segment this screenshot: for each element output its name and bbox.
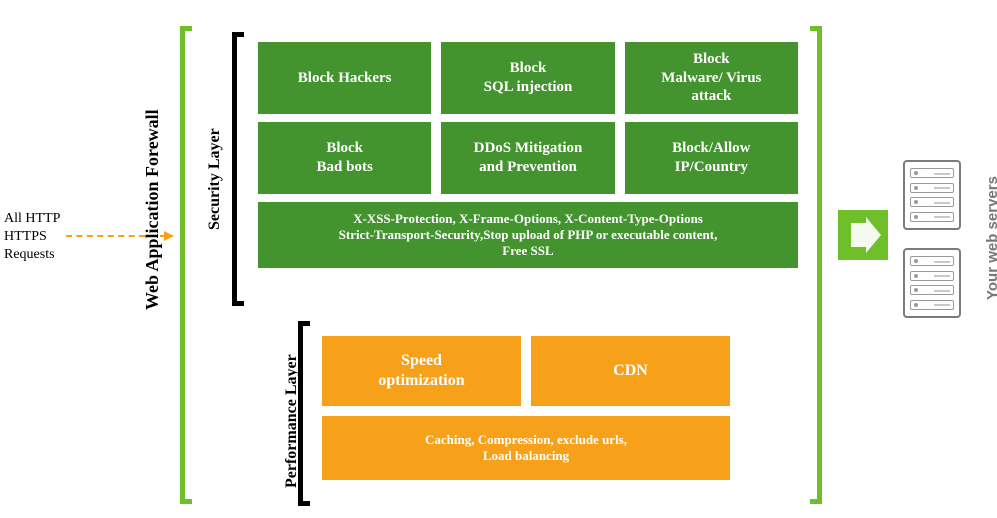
http-line1: All HTTP: [4, 210, 60, 228]
security-bracket-icon: [232, 32, 244, 306]
perf-box-caching: Caching, Compression, exclude urls,Load …: [322, 416, 730, 480]
forward-arrow-icon: [838, 210, 888, 260]
waf-bracket-left-icon: [180, 26, 192, 504]
sec-box-headers: X-XSS-Protection, X-Frame-Options, X-Con…: [258, 202, 798, 268]
sec-box-ip-country: Block/AllowIP/Country: [625, 122, 798, 194]
server-icon: [903, 248, 961, 318]
sec-box-bad-bots: BlockBad bots: [258, 122, 431, 194]
servers-label: Your web servers: [984, 176, 997, 300]
waf-label: Web Application Forewall: [142, 109, 163, 310]
sec-box-sql-injection: BlockSQL injection: [441, 42, 614, 114]
perf-box-cdn: CDN: [531, 336, 730, 406]
security-grid: Block Hackers BlockSQL injection BlockMa…: [258, 42, 798, 268]
http-line3: Requests: [4, 246, 60, 264]
http-line2: HTTPS: [4, 228, 60, 246]
servers-stack: [903, 160, 961, 318]
http-requests-label: All HTTP HTTPS Requests: [4, 210, 60, 265]
sec-box-block-hackers: Block Hackers: [258, 42, 431, 114]
waf-bracket-right-icon: [810, 26, 822, 504]
server-icon: [903, 160, 961, 230]
sec-box-malware: BlockMalware/ Virusattack: [625, 42, 798, 114]
sec-box-ddos: DDoS Mitigationand Prevention: [441, 122, 614, 194]
perf-box-speed: Speedoptimization: [322, 336, 521, 406]
performance-grid: Speedoptimization CDN Caching, Compressi…: [322, 336, 730, 480]
performance-bracket-icon: [298, 321, 310, 506]
security-layer-label: Security Layer: [206, 128, 224, 230]
